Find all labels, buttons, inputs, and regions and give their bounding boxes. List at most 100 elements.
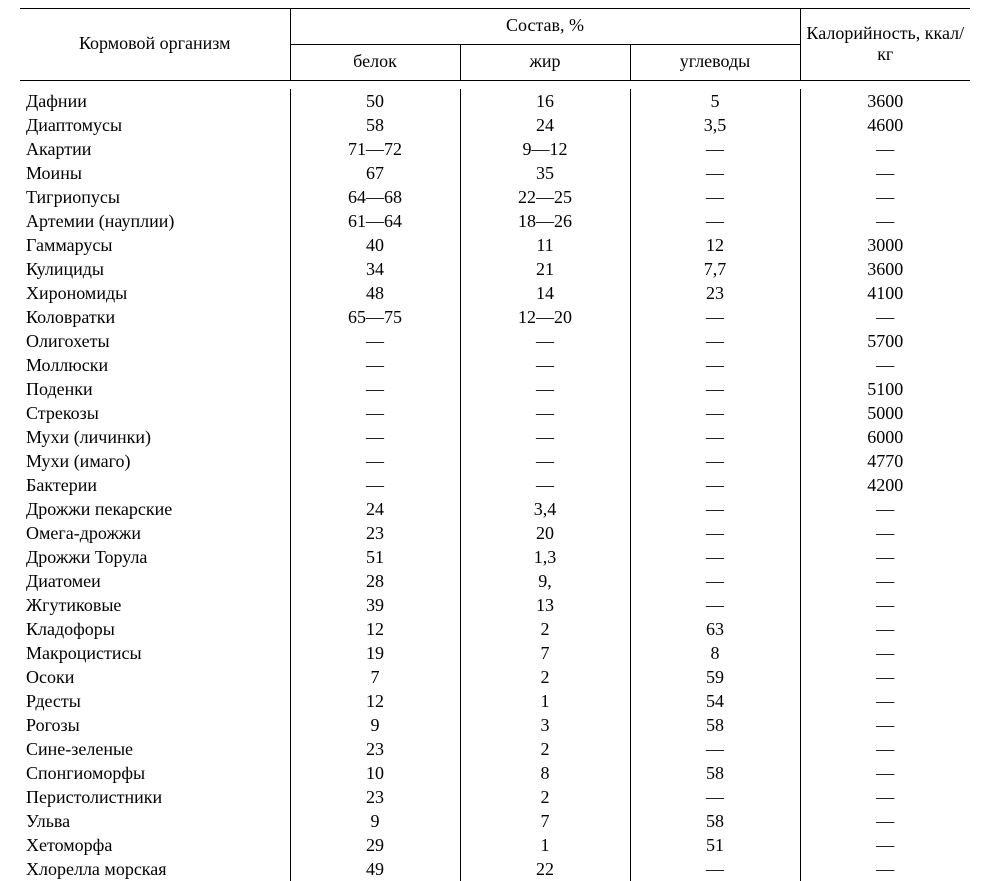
- table-row: Спонгиоморфы10858—: [20, 761, 970, 785]
- cell-protein: —: [290, 425, 460, 449]
- cell-organism: Осоки: [20, 665, 290, 689]
- cell-fat: —: [460, 401, 630, 425]
- cell-organism: Омега-дрожжи: [20, 521, 290, 545]
- cell-organism: Поденки: [20, 377, 290, 401]
- cell-fat: —: [460, 329, 630, 353]
- cell-fat: 9,: [460, 569, 630, 593]
- cell-organism: Хетоморфа: [20, 833, 290, 857]
- cell-organism: Тигриопусы: [20, 185, 290, 209]
- cell-carbs: 58: [630, 761, 800, 785]
- cell-carbs: 7,7: [630, 257, 800, 281]
- cell-carbs: —: [630, 425, 800, 449]
- cell-fat: 3: [460, 713, 630, 737]
- cell-organism: Дрожжи пекарские: [20, 497, 290, 521]
- cell-calories: 4600: [800, 113, 970, 137]
- cell-organism: Сине-зеленые: [20, 737, 290, 761]
- cell-fat: 11: [460, 233, 630, 257]
- table-row: Хлорелла морская4922——: [20, 857, 970, 881]
- cell-calories: 4100: [800, 281, 970, 305]
- cell-fat: 20: [460, 521, 630, 545]
- cell-calories: —: [800, 857, 970, 881]
- table-row: Тигриопусы64—6822—25——: [20, 185, 970, 209]
- cell-protein: 23: [290, 521, 460, 545]
- table-row: Мухи (личинки)———6000: [20, 425, 970, 449]
- cell-protein: 23: [290, 785, 460, 809]
- cell-calories: —: [800, 521, 970, 545]
- table-row: Дафнии501653600: [20, 89, 970, 113]
- cell-fat: 16: [460, 89, 630, 113]
- cell-calories: 4770: [800, 449, 970, 473]
- table-row: Жгутиковые3913——: [20, 593, 970, 617]
- cell-calories: —: [800, 785, 970, 809]
- cell-fat: 13: [460, 593, 630, 617]
- cell-calories: —: [800, 161, 970, 185]
- table-body: Дафнии501653600Диаптомусы58243,54600Акар…: [20, 81, 970, 881]
- cell-protein: 61—64: [290, 209, 460, 233]
- cell-carbs: —: [630, 329, 800, 353]
- table-row: Диатомеи289,——: [20, 569, 970, 593]
- cell-protein: 10: [290, 761, 460, 785]
- cell-carbs: 3,5: [630, 113, 800, 137]
- cell-carbs: —: [630, 401, 800, 425]
- cell-protein: —: [290, 449, 460, 473]
- cell-fat: —: [460, 353, 630, 377]
- cell-organism: Перистолистники: [20, 785, 290, 809]
- col-header-composition-group: Состав, %: [290, 9, 800, 45]
- cell-organism: Кладофоры: [20, 617, 290, 641]
- table-row: Дрожжи пекарские243,4——: [20, 497, 970, 521]
- cell-carbs: —: [630, 545, 800, 569]
- cell-organism: Рдесты: [20, 689, 290, 713]
- cell-fat: —: [460, 377, 630, 401]
- cell-fat: 3,4: [460, 497, 630, 521]
- cell-protein: 24: [290, 497, 460, 521]
- cell-carbs: —: [630, 209, 800, 233]
- cell-protein: —: [290, 329, 460, 353]
- cell-protein: 9: [290, 713, 460, 737]
- cell-carbs: —: [630, 449, 800, 473]
- cell-fat: 2: [460, 737, 630, 761]
- table-row: Омега-дрожжи2320——: [20, 521, 970, 545]
- cell-protein: —: [290, 473, 460, 497]
- cell-organism: Стрекозы: [20, 401, 290, 425]
- cell-fat: 21: [460, 257, 630, 281]
- col-header-protein: белок: [290, 45, 460, 81]
- cell-carbs: 8: [630, 641, 800, 665]
- cell-carbs: —: [630, 521, 800, 545]
- table-row: Моины6735——: [20, 161, 970, 185]
- cell-carbs: —: [630, 185, 800, 209]
- table-row: Бактерии———4200: [20, 473, 970, 497]
- cell-fat: 2: [460, 665, 630, 689]
- table-row: Стрекозы———5000: [20, 401, 970, 425]
- cell-calories: —: [800, 833, 970, 857]
- cell-fat: 1: [460, 689, 630, 713]
- cell-fat: 14: [460, 281, 630, 305]
- cell-calories: —: [800, 305, 970, 329]
- cell-organism: Хлорелла морская: [20, 857, 290, 881]
- cell-calories: 6000: [800, 425, 970, 449]
- cell-fat: 22: [460, 857, 630, 881]
- table-row: Олигохеты———5700: [20, 329, 970, 353]
- cell-calories: —: [800, 617, 970, 641]
- cell-organism: Ульва: [20, 809, 290, 833]
- col-header-calories: Калорийность, ккал/кг: [800, 9, 970, 81]
- cell-protein: 34: [290, 257, 460, 281]
- table-row: Коловратки65—7512—20——: [20, 305, 970, 329]
- cell-carbs: —: [630, 377, 800, 401]
- cell-calories: —: [800, 209, 970, 233]
- table-row: Хетоморфа29151—: [20, 833, 970, 857]
- cell-carbs: 58: [630, 713, 800, 737]
- cell-calories: —: [800, 185, 970, 209]
- cell-calories: —: [800, 689, 970, 713]
- cell-fat: 12—20: [460, 305, 630, 329]
- table-row: Сине-зеленые232——: [20, 737, 970, 761]
- cell-organism: Моллюски: [20, 353, 290, 377]
- cell-carbs: 58: [630, 809, 800, 833]
- cell-calories: —: [800, 137, 970, 161]
- cell-protein: 51: [290, 545, 460, 569]
- cell-fat: 9—12: [460, 137, 630, 161]
- cell-organism: Хирономиды: [20, 281, 290, 305]
- cell-protein: 19: [290, 641, 460, 665]
- cell-carbs: 5: [630, 89, 800, 113]
- cell-calories: 5700: [800, 329, 970, 353]
- cell-calories: —: [800, 641, 970, 665]
